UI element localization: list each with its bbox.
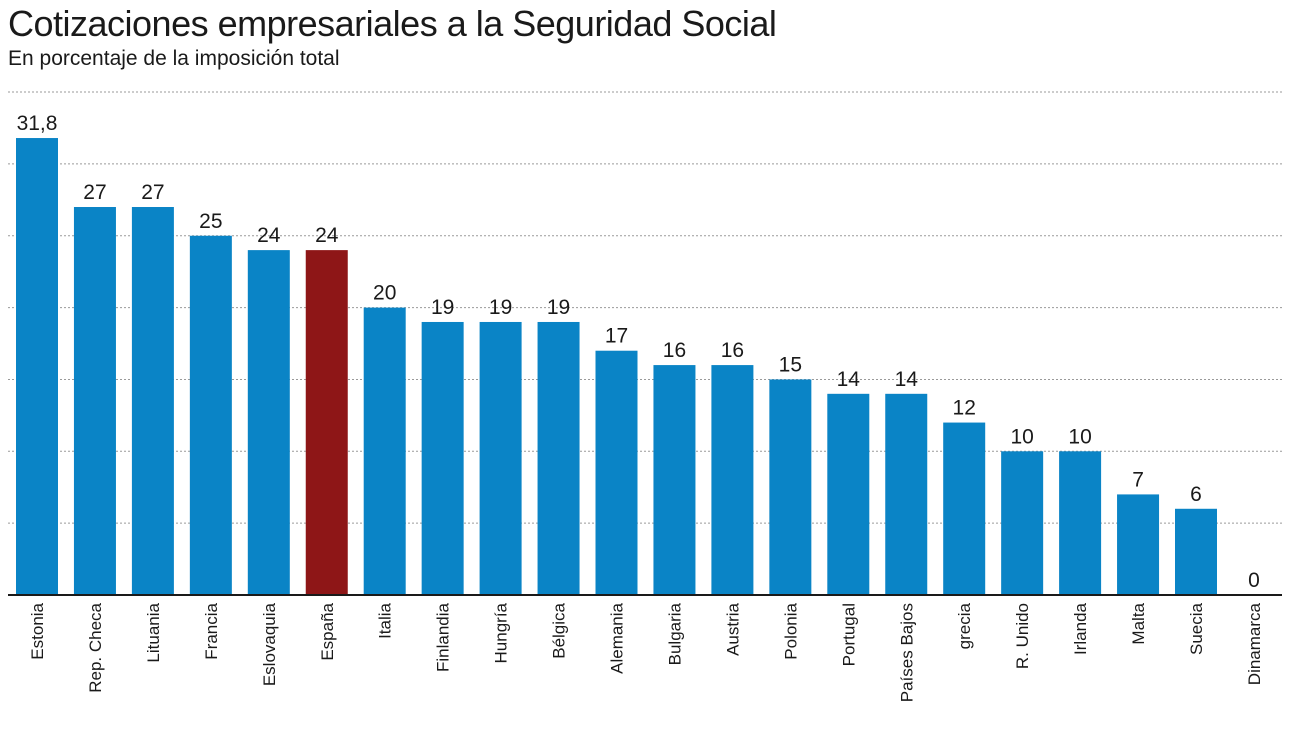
value-labels: 31,8 27 27 25 24 24 20 19 19 19 17 16 16 15 14 14 12 10 10… <box>17 112 1260 592</box>
value-label-r-unido: 10 <box>1010 425 1033 448</box>
bar-alemania <box>595 350 638 595</box>
bar-portugal <box>827 393 870 595</box>
bar-suecia <box>1175 508 1217 595</box>
category-label-italia: Italia <box>376 602 395 638</box>
category-label-bulgaria: Bulgaria <box>665 602 684 665</box>
category-label-lituania: Lituania <box>144 602 163 662</box>
bar-malta <box>1117 494 1160 595</box>
category-label-dinamarca: Dinamarca <box>1245 602 1264 685</box>
bar-francia <box>189 235 232 595</box>
category-label-rep-checa: Rep. Checa <box>86 602 105 692</box>
value-label-suecia: 6 <box>1190 483 1202 506</box>
value-label-grecia: 12 <box>953 397 976 420</box>
value-label-españa: 24 <box>315 224 339 247</box>
bar-bélgica <box>537 321 580 595</box>
value-label-bulgaria: 16 <box>663 339 686 362</box>
value-label-portugal: 14 <box>837 368 861 391</box>
category-label-hungría: Hungría <box>492 602 511 663</box>
value-label-bélgica: 19 <box>547 296 570 319</box>
category-label-finlandia: Finlandia <box>434 602 453 672</box>
bar-rep-checa <box>73 207 116 595</box>
value-label-estonia: 31,8 <box>17 112 58 135</box>
value-label-dinamarca: 0 <box>1248 569 1260 592</box>
value-label-hungría: 19 <box>489 296 512 319</box>
category-label-r-unido: R. Unido <box>1013 603 1032 669</box>
category-label-países-bajos: Países Bajos <box>897 603 916 702</box>
bar-estonia <box>16 138 58 595</box>
bar-eslovaquia <box>247 250 290 595</box>
bar-italia <box>363 307 406 595</box>
category-label-suecia: Suecia <box>1187 602 1206 655</box>
bar-países-bajos <box>885 393 928 595</box>
category-label-bélgica: Bélgica <box>550 602 569 658</box>
bar-lituania <box>131 207 174 595</box>
value-label-rep-checa: 27 <box>83 181 106 204</box>
category-label-irlanda: Irlanda <box>1071 602 1090 655</box>
bar-austria <box>711 365 754 595</box>
category-labels: Estonia Rep. Checa Lituania Francia Eslovaqu… <box>28 602 1264 702</box>
category-label-polonia: Polonia <box>781 602 800 659</box>
category-label-alemania: Alemania <box>608 602 627 673</box>
value-label-italia: 20 <box>373 282 396 305</box>
bar-r-unido <box>1001 451 1044 595</box>
chart-subtitle: En porcentaje de la imposición total <box>8 47 340 70</box>
bar-grecia <box>943 422 986 595</box>
chart-title: Cotizaciones empresariales a la Segurida… <box>8 3 777 44</box>
bars <box>16 138 1217 595</box>
value-label-países-bajos: 14 <box>895 368 919 391</box>
category-label-estonia: Estonia <box>28 602 47 659</box>
value-label-eslovaquia: 24 <box>257 224 281 247</box>
category-label-grecia: grecia <box>955 602 974 649</box>
category-label-eslovaquia: Eslovaquia <box>260 602 279 686</box>
category-label-malta: Malta <box>1129 602 1148 644</box>
value-label-finlandia: 19 <box>431 296 454 319</box>
category-label-austria: Austria <box>723 602 742 655</box>
bar-finlandia <box>421 321 464 595</box>
bar-polonia <box>769 379 812 595</box>
value-label-irlanda: 10 <box>1068 425 1091 448</box>
bar-irlanda <box>1059 451 1102 595</box>
value-label-malta: 7 <box>1132 468 1144 491</box>
value-label-alemania: 17 <box>605 325 628 348</box>
value-label-polonia: 15 <box>779 353 802 376</box>
value-label-austria: 16 <box>721 339 744 362</box>
bar-españa <box>305 250 348 595</box>
category-label-portugal: Portugal <box>839 603 858 666</box>
value-label-lituania: 27 <box>141 181 164 204</box>
value-label-francia: 25 <box>199 210 222 233</box>
category-label-españa: España <box>318 602 337 660</box>
bar-bulgaria <box>653 365 696 595</box>
category-label-francia: Francia <box>202 602 221 659</box>
bar-hungría <box>479 321 522 595</box>
